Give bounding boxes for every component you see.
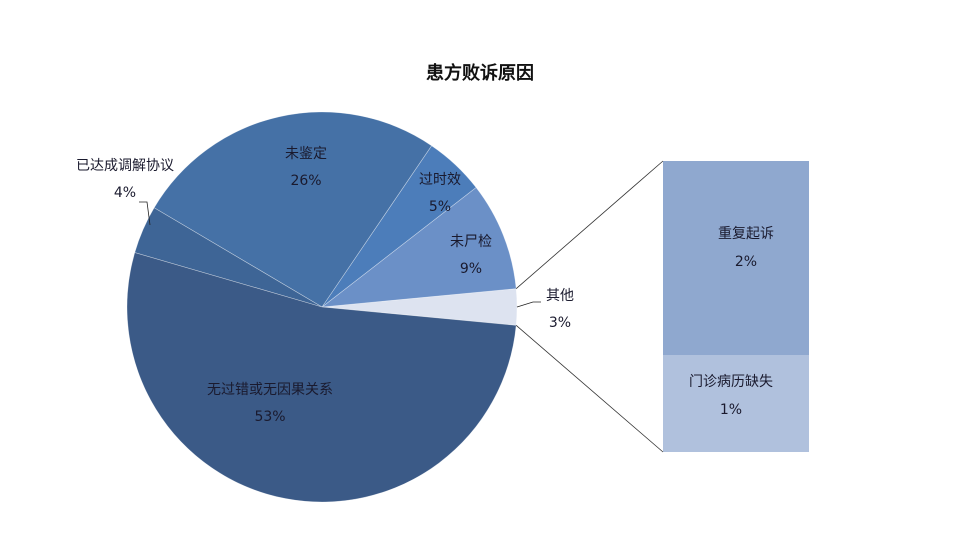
bar-percent-label: 1% (720, 402, 742, 418)
leader-line (516, 301, 541, 308)
stacked-bar (663, 161, 809, 452)
pie-label: 未尸检 (450, 234, 492, 250)
pie-slice (153, 111, 433, 308)
pie-label: 无过错或无因果关系 (207, 382, 333, 398)
bar-segment (663, 355, 809, 452)
pie-slice (126, 252, 517, 503)
connector-line-top (515, 160, 664, 289)
pie-label: 已达成调解协议 (76, 158, 174, 174)
bar-label: 门诊病历缺失 (689, 374, 773, 390)
pie-percent-label: 26% (290, 173, 321, 189)
pie-percent-label: 3% (549, 315, 571, 331)
connector-lines (139, 160, 664, 453)
connector-line-bottom (515, 325, 664, 453)
pie-percent-label: 9% (460, 261, 482, 277)
chart-title: 患方败诉原因 (426, 62, 534, 84)
bar-segment (663, 161, 809, 355)
pie-percent-label: 4% (114, 185, 136, 201)
pie-label: 其他 (546, 288, 574, 304)
pie-label: 未鉴定 (285, 146, 327, 162)
data-labels: 其他 3% 未尸检 9% 过时效 5% 未鉴定 26% 已达成调解协议 4% 无过错或无因果关系 53… (76, 146, 774, 425)
bar-label: 重复起诉 (718, 225, 774, 242)
pie-percent-label: 5% (429, 199, 451, 215)
pie (126, 111, 518, 503)
leader-line (139, 201, 151, 226)
bar-percent-label: 2% (735, 254, 757, 270)
pie-percent-label: 53% (254, 409, 285, 425)
pie-slice (321, 187, 517, 308)
pie-label: 过时效 (419, 172, 461, 188)
